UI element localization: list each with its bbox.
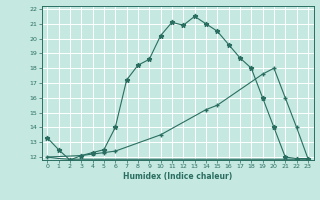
X-axis label: Humidex (Indice chaleur): Humidex (Indice chaleur): [123, 172, 232, 181]
